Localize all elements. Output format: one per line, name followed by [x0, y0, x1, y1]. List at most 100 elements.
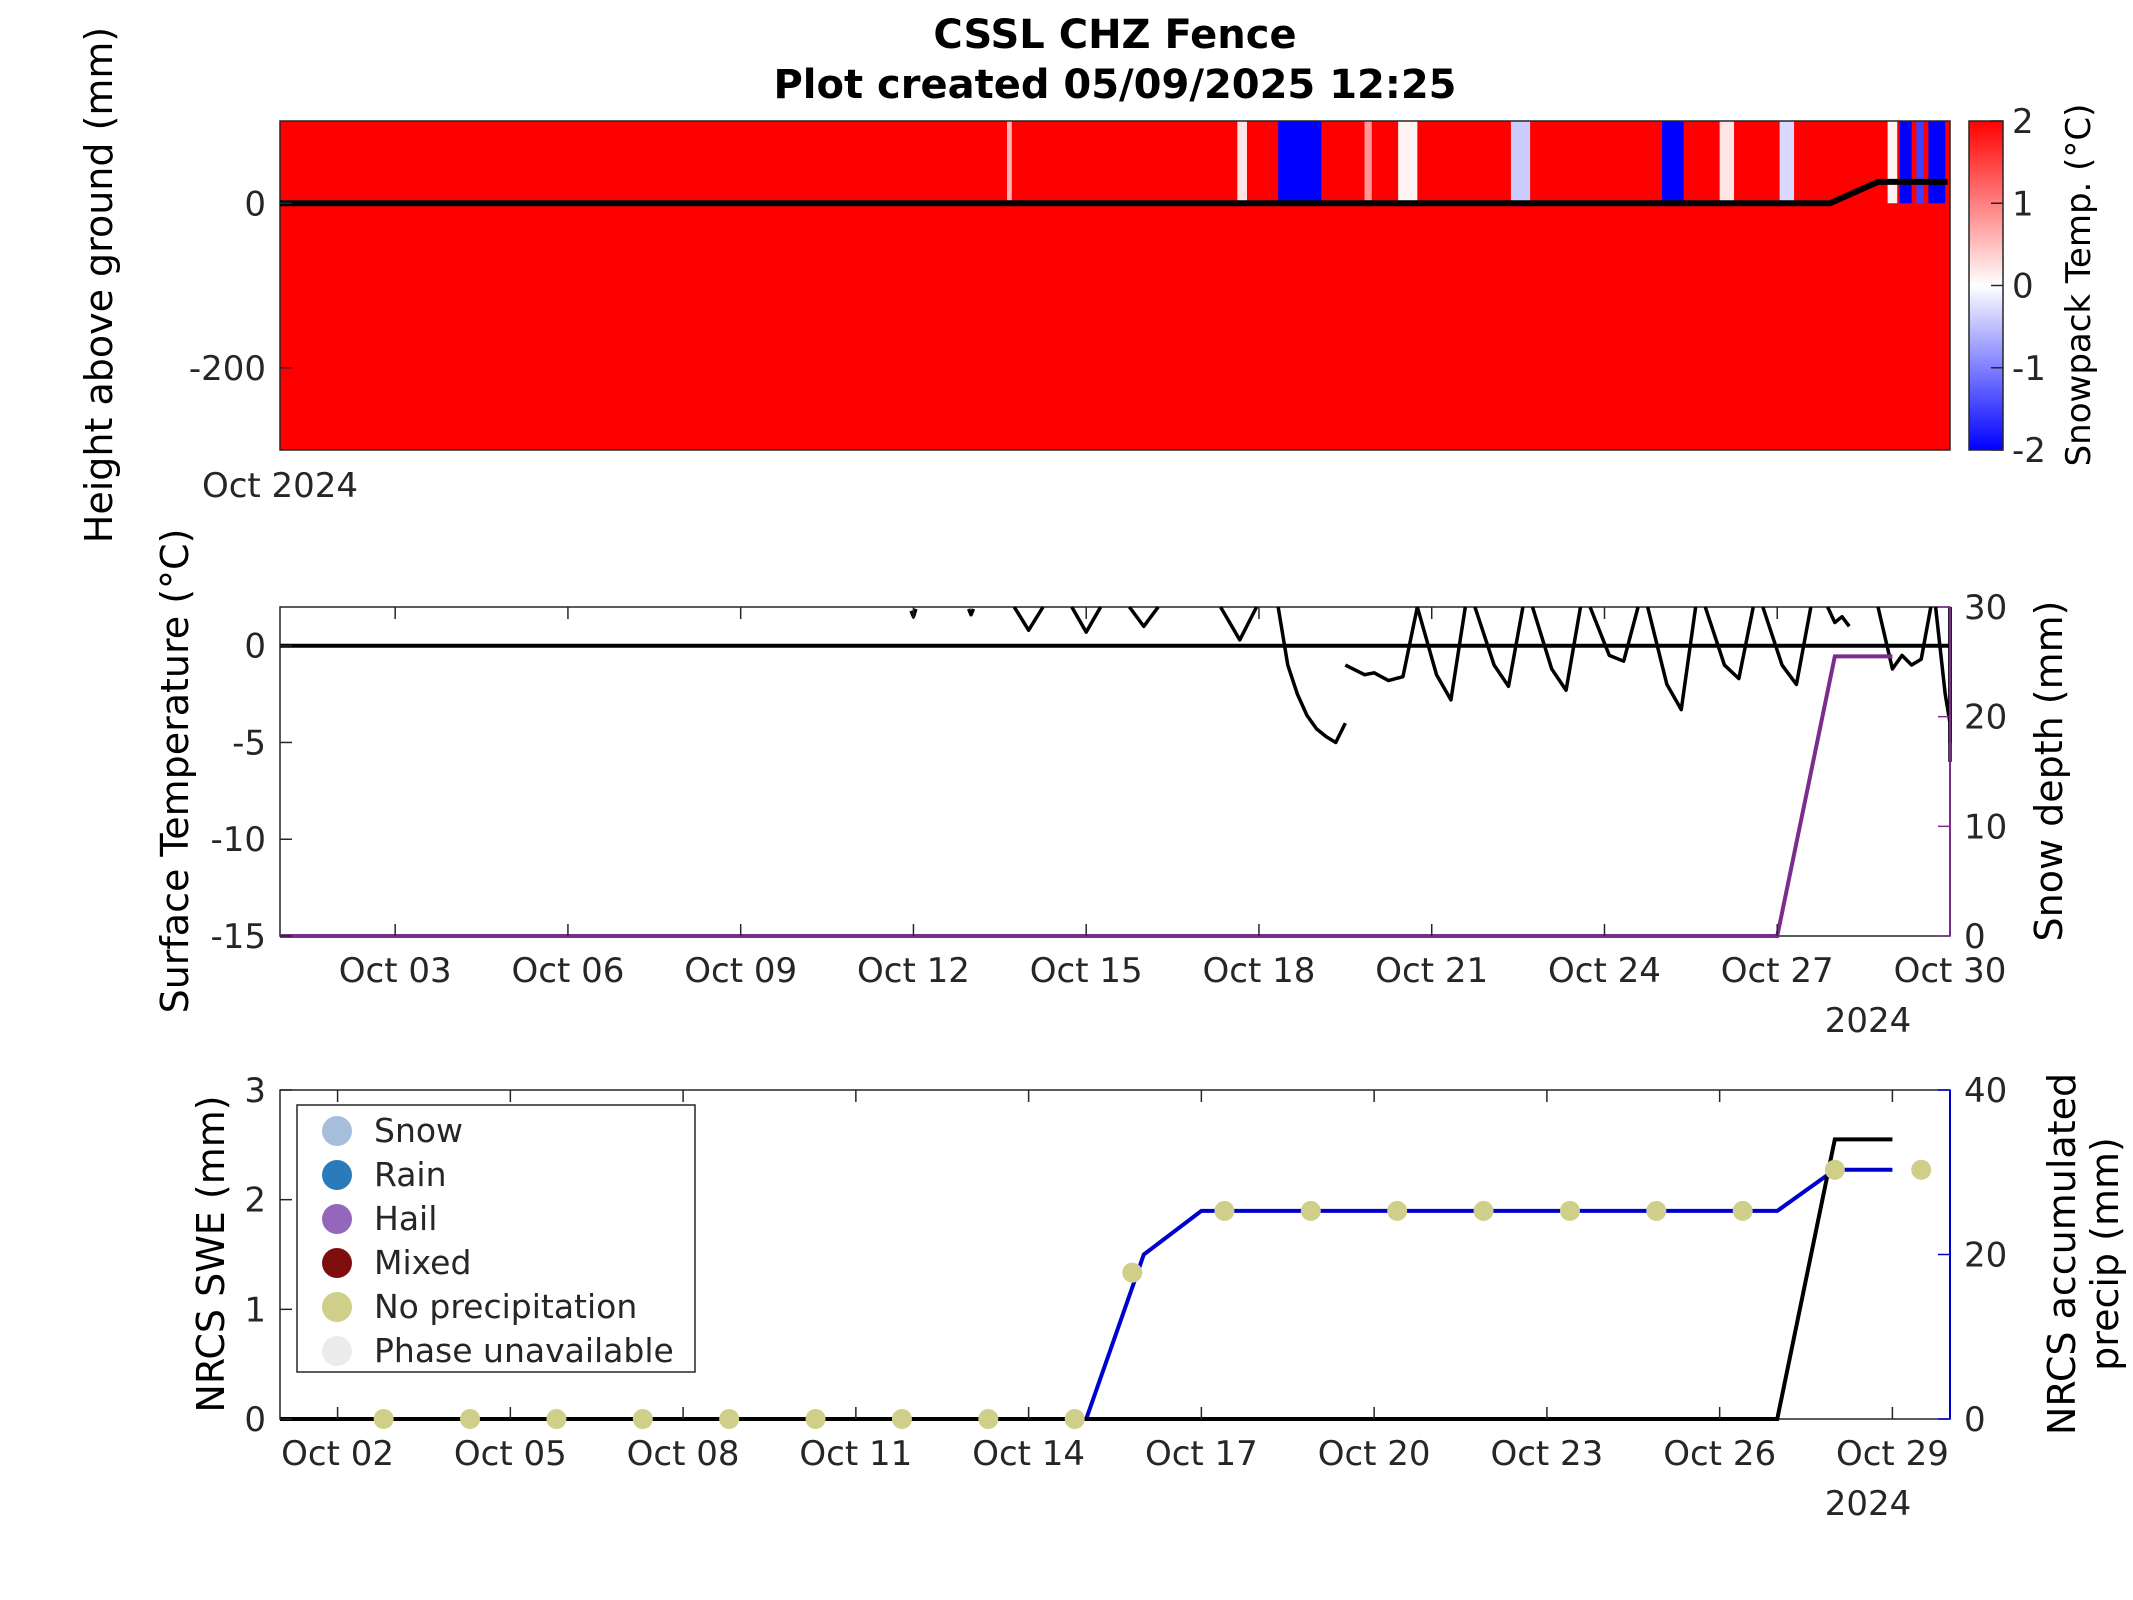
surface-temp-x-tick-label: Oct 03 [339, 951, 452, 991]
surface-temp-segment-16 [1876, 606, 1933, 671]
precip-y-tick-label: 40 [1964, 1071, 2007, 1111]
legend-marker-4 [322, 1292, 352, 1322]
snow-depth-y-tick-label: 30 [1964, 588, 2007, 628]
no-precip-marker-14 [1559, 1200, 1580, 1221]
swe-x-tick-label: Oct 26 [1663, 1434, 1776, 1474]
swe-x-tick-label: Oct 29 [1836, 1434, 1949, 1474]
legend-label-2: Hail [374, 1199, 437, 1238]
legend-label-5: Phase unavailable [374, 1331, 674, 1370]
no-precip-marker-7 [978, 1409, 999, 1429]
swe-x-ticks: Oct 02 Oct 05 Oct 08 Oct 11 Oct 14 Oct 17 Oct … [281, 1090, 1949, 1474]
swe-x-tick-label: Oct 05 [454, 1434, 567, 1474]
heatmap-y-tick-label: -200 [189, 349, 266, 389]
colorbar-ticks: -2 -1 0 1 2 [1991, 102, 2046, 471]
figure-title-line2: Plot created 05/09/2025 12:25 [773, 62, 1456, 108]
no-precip-marker-3 [632, 1409, 653, 1429]
surface-temp-x-ticks: Oct 03 Oct 06 Oct 09 Oct 12 Oct 15 Oct 18 Oct … [339, 607, 2007, 991]
colorbar-tick-label: 0 [2012, 267, 2034, 307]
legend-label-1: Rain [374, 1155, 447, 1194]
snow-depth-y-axis-label: Snow depth (mm) [2027, 601, 2071, 942]
heatmap-band-10 [1899, 121, 1912, 204]
swe-y-tick-label: 1 [244, 1290, 266, 1330]
no-precip-marker-6 [891, 1409, 912, 1429]
swe-y-tick-label: 2 [244, 1181, 266, 1221]
no-precip-marker-18 [1911, 1159, 1932, 1180]
no-precip-marker-13 [1473, 1200, 1494, 1221]
colorbar-tick-label: -2 [2012, 431, 2046, 471]
snowpack-temp-heatmap: 0-200 Oct 2024 Height above ground (mm) … [77, 27, 2099, 544]
swe-x-tick-label: Oct 08 [627, 1434, 740, 1474]
colorbar-tick-label: 1 [2012, 184, 2034, 224]
heatmap-frame [279, 120, 1951, 451]
swe-y-axis-label: NRCS SWE (mm) [189, 1095, 233, 1412]
legend-marker-3 [322, 1248, 352, 1278]
surface-temp-x-tick-label: Oct 21 [1375, 951, 1488, 991]
no-precip-marker-17 [1824, 1159, 1845, 1180]
surface-temp-x-tick-label: Oct 27 [1721, 951, 1834, 991]
heatmap-band-11 [1916, 121, 1924, 204]
surface-temp-segment-10 [1530, 606, 1583, 692]
surface-temp-x-year: 2024 [1825, 1001, 1912, 1041]
surface-temp-x-tick-label: Oct 09 [684, 951, 797, 991]
heatmap-background-cell [280, 121, 1950, 450]
precip-y-axis-label-line2: precip (mm) [2083, 1137, 2127, 1371]
snow-depth-y-ticks: 30 20 10 0 [1938, 588, 2007, 957]
no-precip-marker-4 [719, 1409, 740, 1429]
surface-temp-x-tick-label: Oct 18 [1203, 951, 1316, 991]
surface-temp-segment-15 [1826, 606, 1851, 628]
no-precip-marker-16 [1732, 1200, 1753, 1221]
precip-y-tick-label: 20 [1964, 1236, 2007, 1276]
surface-temp-segment-13 [1703, 606, 1755, 681]
colorbar-label: Snowpack Temp. (°C) [2059, 104, 2099, 467]
heatmap-temp-bands [280, 121, 1950, 450]
no-precip-marker-8 [1064, 1409, 1085, 1429]
snow-surface-line [280, 178, 1948, 207]
snow-depth-y-tick-label: 10 [1964, 807, 2007, 847]
surface-temp-y-ticks: 0 -5 -10 -15 [210, 627, 292, 957]
swe-x-tick-label: Oct 20 [1318, 1434, 1431, 1474]
heatmap-band-6 [1662, 121, 1684, 204]
colorbar-tick-label: 2 [2012, 102, 2034, 142]
surface-temp-segment-8 [1415, 606, 1468, 702]
legend-marker-0 [322, 1116, 352, 1146]
surface-temp-segment-7 [1344, 606, 1420, 683]
colorbar-tick-label: -1 [2012, 349, 2046, 389]
surface-temp-y-tick-label: 0 [244, 627, 266, 667]
surface-temp-x-tick-label: Oct 12 [857, 951, 970, 991]
surface-temp-segment-1 [967, 608, 976, 617]
surface-temp-x-tick-label: Oct 30 [1894, 951, 2007, 991]
heatmap-y-axis-label: Height above ground (mm) [77, 27, 121, 544]
legend-marker-2 [322, 1204, 352, 1234]
surface-temp-x-tick-label: Oct 15 [1030, 951, 1143, 991]
surface-temp-x-tick-label: Oct 06 [512, 951, 625, 991]
precip-y-axis-label-line1: NRCS accumulated [2040, 1073, 2084, 1435]
precip-y-tick-label: 0 [1964, 1400, 1986, 1440]
surface-temp-segment-3 [1070, 606, 1103, 634]
surface-temp-segment-14 [1761, 606, 1813, 687]
figure-title-line1: CSSL CHZ Fence [933, 12, 1296, 58]
surface-temp-y-tick-label: -15 [210, 917, 266, 957]
heatmap-band-2 [1278, 121, 1322, 204]
surface-temp-y-tick-label: -10 [210, 820, 266, 860]
no-precip-marker-11 [1300, 1200, 1321, 1221]
swe-x-tick-label: Oct 02 [281, 1434, 394, 1474]
surface-temp-segment-6 [1276, 606, 1347, 745]
surface-temp-segment-17 [1933, 606, 1952, 745]
swe-x-tick-label: Oct 11 [799, 1434, 912, 1474]
heatmap-band-9 [1887, 121, 1898, 204]
legend-label-3: Mixed [374, 1243, 471, 1282]
heatmap-band-1 [1237, 121, 1247, 204]
surface-temp-x-tick-label: Oct 24 [1548, 951, 1661, 991]
heatmap-band-3 [1364, 121, 1372, 204]
swe-precip-panel: Oct 02 Oct 05 Oct 08 Oct 11 Oct 14 Oct 17 Oct … [189, 1071, 2127, 1524]
swe-x-tick-label: Oct 17 [1145, 1434, 1258, 1474]
legend-items: Snow Rain Hail Mixed No precipitation Phase u… [322, 1111, 674, 1370]
legend-marker-5 [322, 1336, 352, 1366]
heatmap-band-5 [1510, 121, 1531, 204]
heatmap-y-tick-label: 0 [244, 184, 266, 224]
swe-y-tick-label: 3 [244, 1071, 266, 1111]
surface-temp-segment-5 [1219, 606, 1259, 642]
no-precip-marker-10 [1214, 1200, 1235, 1221]
no-precip-marker-2 [546, 1409, 567, 1429]
